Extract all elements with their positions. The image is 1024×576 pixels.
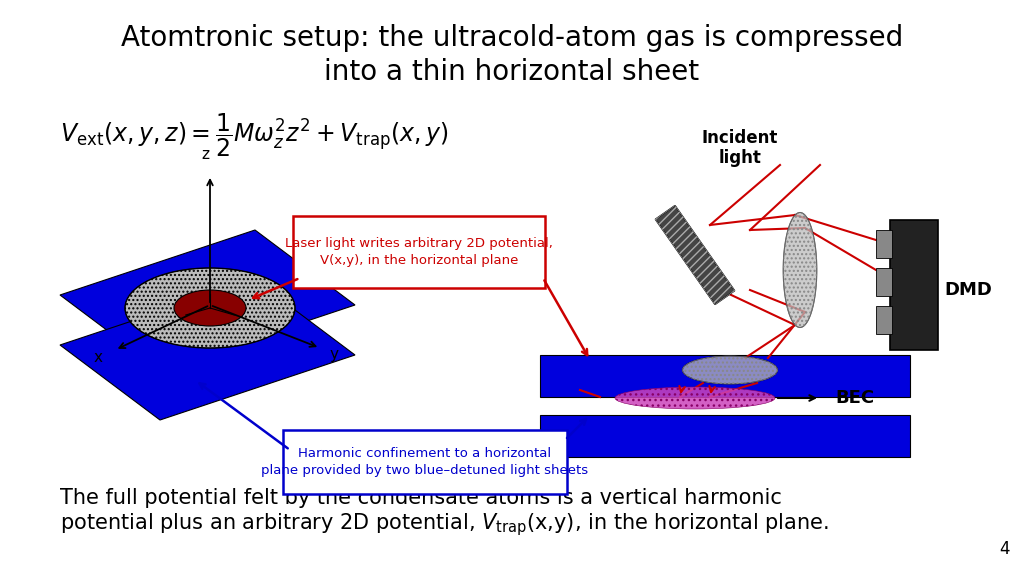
Text: y: y bbox=[330, 347, 339, 362]
Text: 4: 4 bbox=[999, 540, 1010, 558]
Bar bbox=[890, 220, 938, 350]
Bar bbox=[876, 306, 892, 334]
Text: z: z bbox=[201, 147, 209, 162]
Polygon shape bbox=[60, 230, 355, 370]
Text: $V_{\mathrm{ext}}(x, y, z) = \dfrac{1}{2}M\omega_z^2 z^2 + V_{\mathrm{trap}}(x, : $V_{\mathrm{ext}}(x, y, z) = \dfrac{1}{2… bbox=[60, 111, 449, 159]
Bar bbox=[540, 415, 910, 457]
Text: BEC: BEC bbox=[835, 389, 874, 407]
Text: The full potential felt by the condensate atoms is a vertical harmonic: The full potential felt by the condensat… bbox=[60, 488, 782, 508]
Polygon shape bbox=[60, 280, 355, 420]
Polygon shape bbox=[655, 206, 734, 305]
Text: x: x bbox=[94, 351, 103, 366]
Text: Incident
light: Incident light bbox=[701, 128, 778, 168]
Text: DMD: DMD bbox=[944, 281, 992, 299]
Bar bbox=[876, 268, 892, 296]
Bar bbox=[876, 230, 892, 258]
Bar bbox=[540, 355, 910, 397]
Text: potential plus an arbitrary 2D potential, $V_{\mathrm{trap}}$(x,y), in the horiz: potential plus an arbitrary 2D potential… bbox=[60, 511, 829, 539]
FancyBboxPatch shape bbox=[283, 430, 567, 494]
Ellipse shape bbox=[174, 290, 246, 326]
Text: Harmonic confinement to a horizontal
plane provided by two blue–detuned light sh: Harmonic confinement to a horizontal pla… bbox=[261, 447, 589, 477]
Polygon shape bbox=[783, 213, 817, 328]
Ellipse shape bbox=[683, 356, 777, 384]
Text: Laser light writes arbitrary 2D potential,
V(x,y), in the horizontal plane: Laser light writes arbitrary 2D potentia… bbox=[285, 237, 553, 267]
Ellipse shape bbox=[615, 387, 775, 409]
Text: into a thin horizontal sheet: into a thin horizontal sheet bbox=[325, 58, 699, 86]
Text: Atomtronic setup: the ultracold-atom gas is compressed: Atomtronic setup: the ultracold-atom gas… bbox=[121, 24, 903, 52]
Ellipse shape bbox=[125, 268, 295, 348]
FancyBboxPatch shape bbox=[293, 216, 545, 288]
